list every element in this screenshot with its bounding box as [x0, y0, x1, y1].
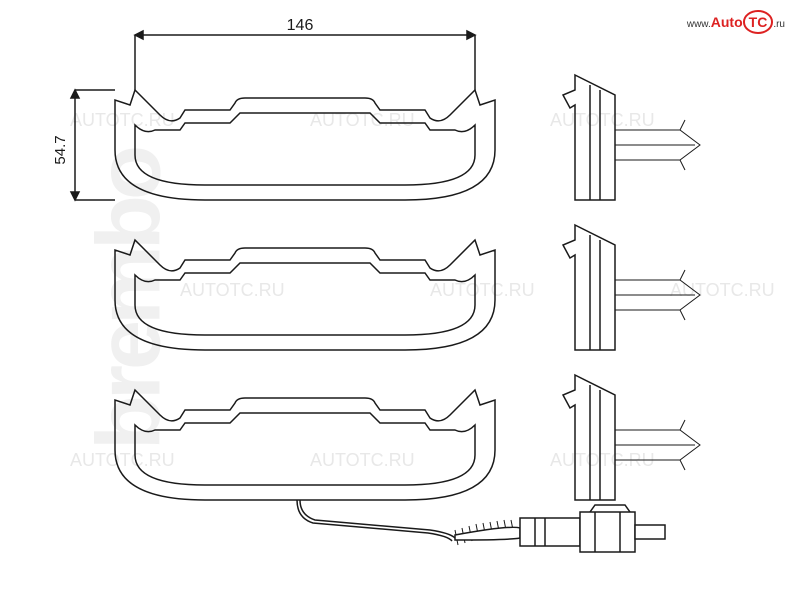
height-value: 54.7 — [52, 135, 69, 164]
brake-pad-side-3 — [563, 375, 700, 500]
brake-pad-side-2 — [563, 225, 700, 350]
logo-circle: TC — [743, 10, 774, 34]
logo-suffix: .ru — [773, 19, 785, 30]
logo-prefix: www. — [687, 19, 711, 30]
wear-sensor-connector — [297, 500, 665, 552]
brake-pad-side-1 — [563, 75, 700, 200]
brake-pad-front-3 — [115, 390, 495, 500]
technical-drawing: 146 54.7 — [0, 0, 800, 600]
brake-pad-front-1 — [115, 90, 495, 200]
brake-pad-front-2 — [115, 240, 495, 350]
width-dimension: 146 — [135, 17, 475, 90]
height-dimension: 54.7 — [52, 90, 115, 200]
logo-main: Auto — [711, 14, 743, 30]
width-value: 146 — [287, 17, 314, 34]
site-logo: www.AutoTC.ru — [687, 10, 785, 34]
